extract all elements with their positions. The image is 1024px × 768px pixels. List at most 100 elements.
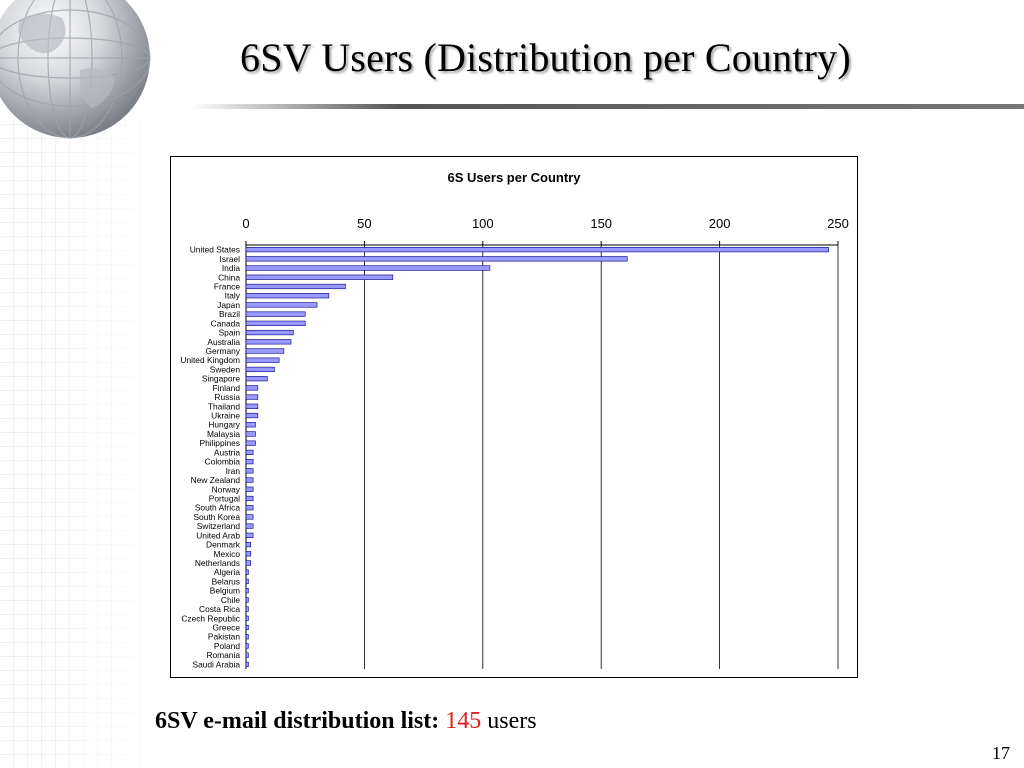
category-label: Denmark — [206, 540, 241, 550]
category-label: United Kingdom — [180, 355, 240, 365]
category-label: New Zealand — [191, 475, 241, 485]
globe-logo — [0, 0, 151, 139]
bar — [245, 403, 259, 409]
category-label: Portugal — [209, 493, 240, 503]
category-label: Germany — [206, 346, 241, 356]
bar — [245, 412, 259, 419]
category-label: Finland — [213, 383, 241, 393]
category-label: South Korea — [193, 512, 240, 522]
x-tick-label: 0 — [242, 216, 249, 231]
bar — [245, 339, 292, 345]
bar — [245, 569, 249, 575]
bar — [245, 661, 249, 667]
category-label: Greece — [213, 623, 241, 633]
bar — [245, 551, 252, 557]
category-label: Philippines — [199, 438, 240, 448]
bar — [245, 283, 346, 290]
bar — [245, 560, 252, 566]
bar — [245, 606, 249, 612]
category-label: China — [218, 272, 240, 282]
category-label: Australia — [207, 337, 240, 347]
bar — [245, 523, 254, 529]
category-label: Spain — [219, 328, 241, 338]
bar — [245, 615, 249, 621]
category-label: Chile — [221, 595, 240, 605]
category-label: Costa Rica — [199, 604, 240, 614]
category-label: Austria — [214, 447, 240, 457]
chart-frame: 6S Users per Country 0 50 100 150 200 250 Uni… — [170, 156, 858, 678]
chart-title: 6S Users per Country — [448, 170, 582, 185]
x-tick-label: 150 — [590, 216, 612, 231]
bar — [245, 541, 252, 548]
bar — [245, 624, 249, 631]
bar — [245, 505, 254, 511]
slide-title: 6SV Users (Distribution per Country) — [240, 35, 851, 80]
category-label: Hungary — [208, 420, 240, 430]
category-label: Mexico — [213, 549, 240, 559]
bar — [245, 588, 249, 594]
category-label: Belarus — [212, 576, 240, 586]
category-label: Saudi Arabia — [193, 659, 241, 669]
category-label: Japan — [217, 300, 240, 310]
category-label: Sweden — [210, 364, 241, 374]
bar — [245, 385, 259, 391]
bar — [245, 366, 275, 373]
category-label: Malaysia — [207, 429, 240, 439]
category-label: Pakistan — [208, 632, 240, 642]
category-label: Singapore — [202, 374, 241, 384]
bar — [245, 514, 254, 520]
bar — [245, 495, 254, 502]
category-label: Colombia — [205, 457, 241, 467]
bar — [245, 643, 249, 649]
distribution-list-count: 145 — [445, 708, 482, 734]
bar-chart: 6S Users per Country 0 50 100 150 200 250 Uni… — [180, 170, 849, 669]
category-label: United Arab — [196, 530, 240, 540]
category-label: Thailand — [208, 401, 240, 411]
bar — [245, 293, 330, 299]
bar — [245, 652, 249, 658]
bar — [245, 302, 318, 308]
bar — [245, 532, 254, 538]
x-tick-label: 200 — [709, 216, 731, 231]
x-tick-label: 50 — [357, 216, 371, 231]
x-tick-label: 100 — [472, 216, 494, 231]
bar — [245, 449, 254, 455]
category-label: Italy — [225, 291, 241, 301]
bar — [245, 634, 249, 640]
bar — [245, 247, 829, 253]
bar — [245, 274, 394, 280]
category-label: Iran — [226, 466, 241, 476]
bar — [245, 597, 249, 603]
bar — [245, 468, 254, 474]
background-grid-pattern — [0, 120, 170, 768]
bar — [245, 486, 254, 492]
category-label: Ukraine — [211, 411, 240, 421]
bar — [245, 394, 259, 400]
bar — [245, 329, 294, 336]
bar — [245, 422, 256, 428]
distribution-list-label: 6SV e-mail distribution list: — [155, 708, 440, 734]
bar — [245, 311, 306, 317]
bar — [245, 256, 628, 262]
category-label: Canada — [211, 318, 241, 328]
category-label: India — [222, 263, 241, 273]
category-label: Romania — [206, 650, 240, 660]
category-label: South Africa — [195, 503, 241, 513]
bar — [245, 265, 491, 271]
bar — [245, 357, 280, 363]
category-label: France — [214, 281, 240, 291]
category-label: Brazil — [219, 309, 240, 319]
category-label: Belgium — [210, 586, 240, 596]
bar — [245, 459, 254, 465]
bar — [245, 320, 306, 326]
distribution-list-unit: users — [487, 708, 537, 734]
category-label: Netherlands — [195, 558, 240, 568]
bar — [245, 440, 256, 446]
bar — [245, 348, 285, 354]
category-label: Czech Republic — [181, 613, 240, 623]
x-tick-label: 250 — [827, 216, 849, 231]
bar — [245, 578, 249, 585]
category-label: Norway — [212, 484, 241, 494]
category-label: Poland — [214, 641, 240, 651]
category-label: Switzerland — [197, 521, 241, 531]
